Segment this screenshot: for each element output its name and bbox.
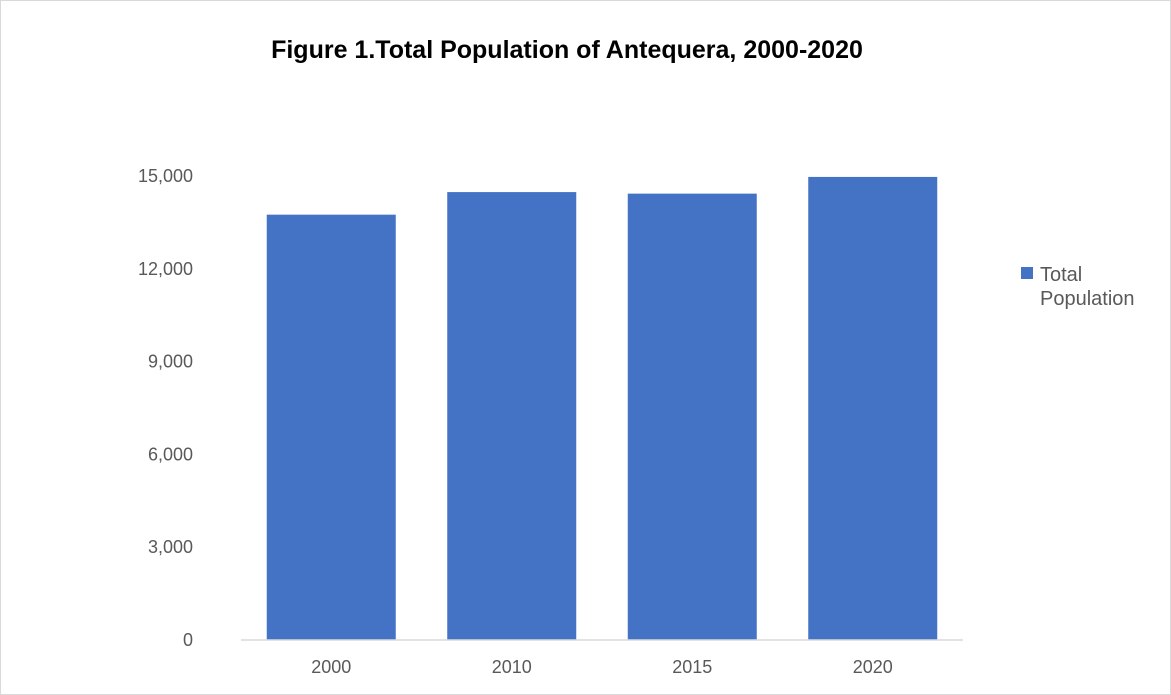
bar-2000 — [266, 214, 396, 640]
x-tick-label: 2010 — [492, 657, 532, 677]
y-tick-label: 3,000 — [148, 537, 193, 557]
x-tick-label: 2020 — [853, 657, 893, 677]
y-tick-label: 6,000 — [148, 444, 193, 464]
y-tick-label: 12,000 — [138, 259, 193, 279]
bar-2015 — [627, 193, 757, 640]
bar-2020 — [808, 176, 938, 641]
legend: Total Population — [1021, 264, 1135, 310]
chart-title: Figure 1.Total Population of Antequera, … — [271, 36, 863, 64]
y-tick-label: 9,000 — [148, 352, 193, 372]
y-tick-label: 0 — [183, 630, 193, 650]
x-tick-label: 2015 — [672, 657, 712, 677]
legend-label-line-1: Total — [1040, 264, 1082, 286]
legend-swatch — [1021, 267, 1033, 279]
x-axis-labels: 2000 2010 2015 2020 — [311, 657, 893, 677]
bar-2010 — [447, 192, 577, 640]
x-tick-label: 2000 — [311, 657, 351, 677]
y-axis-labels: 0 3,000 6,000 9,000 12,000 15,000 — [138, 166, 193, 650]
y-tick-label: 15,000 — [138, 166, 193, 186]
legend-label-line-2: Population — [1040, 288, 1135, 310]
bars — [266, 176, 938, 641]
legend-label: Total Population — [1040, 264, 1135, 310]
